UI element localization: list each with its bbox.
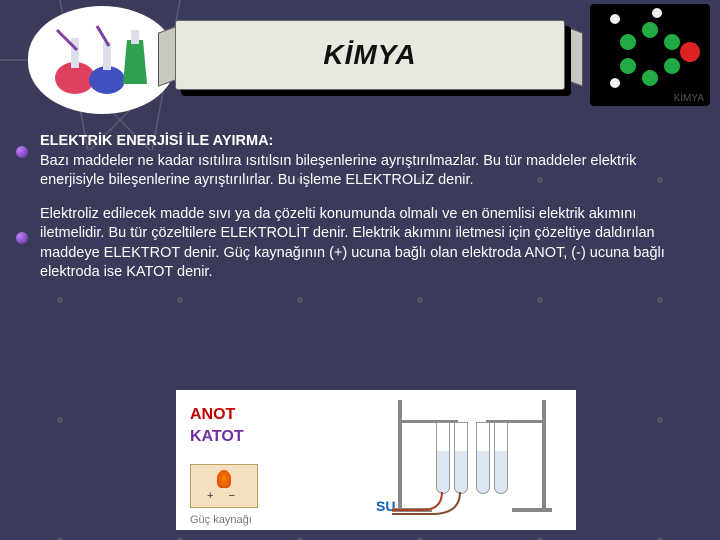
content-text: ELEKTRİK ENERJİSİ İLE AYIRMA: Bazı madde… bbox=[0, 120, 720, 283]
molecule-label: KİMYA bbox=[674, 93, 704, 104]
paragraph-1: Bazı maddeler ne kadar ısıtılıra ısıtıls… bbox=[40, 153, 636, 189]
cathode-label: KATOT bbox=[190, 426, 244, 448]
electrolysis-diagram: ANOT KATOT + − Güç kaynağı SU bbox=[176, 390, 576, 530]
power-source-label: Güç kaynağı bbox=[190, 514, 252, 526]
apparatus-icon bbox=[392, 400, 552, 518]
page-title: KİMYA bbox=[323, 39, 416, 71]
header: KİMYA KİMYA bbox=[0, 0, 720, 120]
molecule-image: KİMYA bbox=[590, 4, 710, 106]
title-banner: KİMYA bbox=[175, 20, 565, 90]
chemistry-flask-image bbox=[28, 6, 176, 114]
paragraph-2: Elektroliz edilecek madde sıvı ya da çöz… bbox=[40, 205, 680, 283]
section-heading: ELEKTRİK ENERJİSİ İLE AYIRMA: bbox=[40, 133, 273, 149]
anode-label: ANOT bbox=[190, 404, 244, 426]
power-source-icon: + − bbox=[190, 464, 258, 508]
